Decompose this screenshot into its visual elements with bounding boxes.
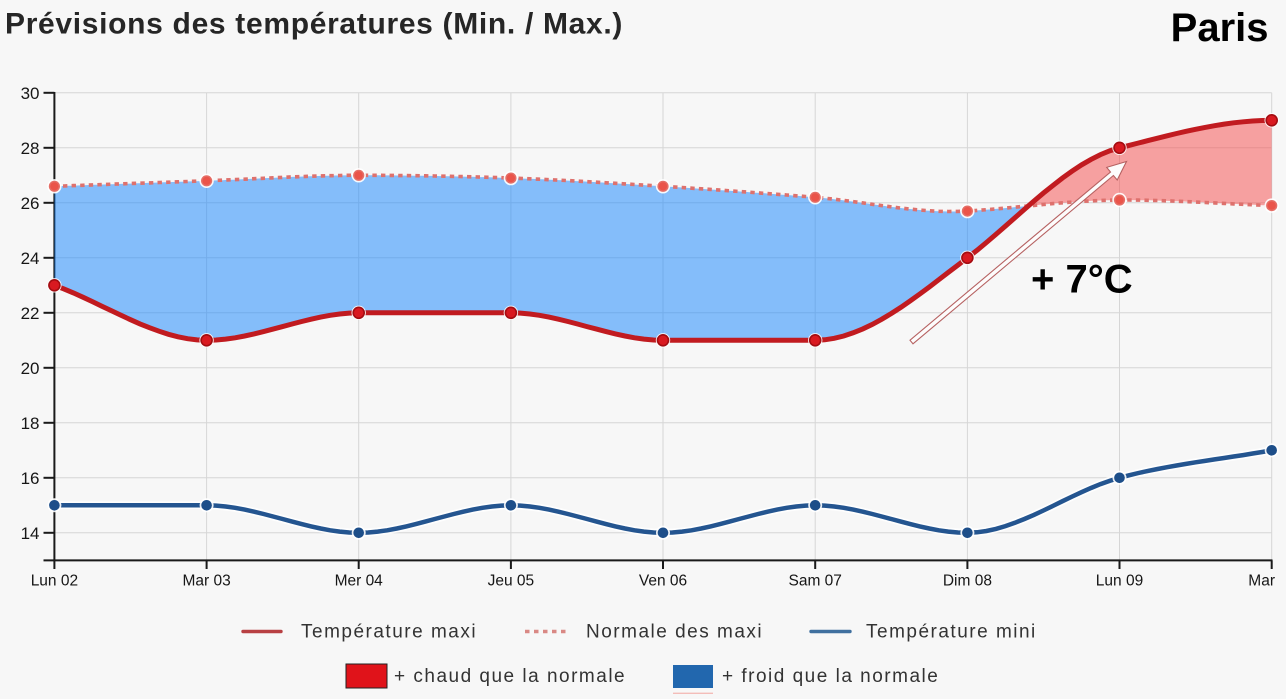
svg-text:+ chaud que la normale: + chaud que la normale (394, 666, 626, 687)
svg-text:+ 7°C: + 7°C (1031, 257, 1133, 301)
svg-text:Ven 06: Ven 06 (639, 573, 687, 590)
svg-text:16: 16 (21, 469, 40, 488)
svg-text:Prévisions des températures (M: Prévisions des températures (Min. / Max.… (5, 7, 623, 40)
svg-text:30: 30 (21, 84, 40, 103)
svg-text:22: 22 (21, 304, 40, 323)
svg-text:Dim 08: Dim 08 (943, 573, 992, 590)
svg-text:24: 24 (21, 249, 40, 268)
svg-text:+ froid que la normale: + froid que la normale (722, 666, 939, 687)
svg-text:20: 20 (21, 359, 40, 378)
svg-text:Paris: Paris (1171, 6, 1269, 50)
svg-text:18: 18 (21, 414, 40, 433)
svg-text:Sam 07: Sam 07 (788, 573, 841, 590)
svg-text:28: 28 (21, 139, 40, 158)
svg-text:26: 26 (21, 194, 40, 213)
svg-text:Mar 03: Mar 03 (182, 573, 230, 590)
svg-text:Normale des maxi: Normale des maxi (586, 621, 763, 642)
svg-text:Lun 09: Lun 09 (1096, 573, 1143, 590)
svg-text:Température mini: Température mini (866, 621, 1037, 642)
svg-text:Mer 04: Mer 04 (335, 573, 384, 590)
svg-text:Lun 02: Lun 02 (31, 573, 78, 590)
svg-text:14: 14 (21, 524, 40, 543)
svg-text:Mar: Mar (1248, 573, 1275, 590)
svg-text:Jeu 05: Jeu 05 (488, 573, 535, 590)
svg-text:Température maxi: Température maxi (301, 621, 477, 642)
